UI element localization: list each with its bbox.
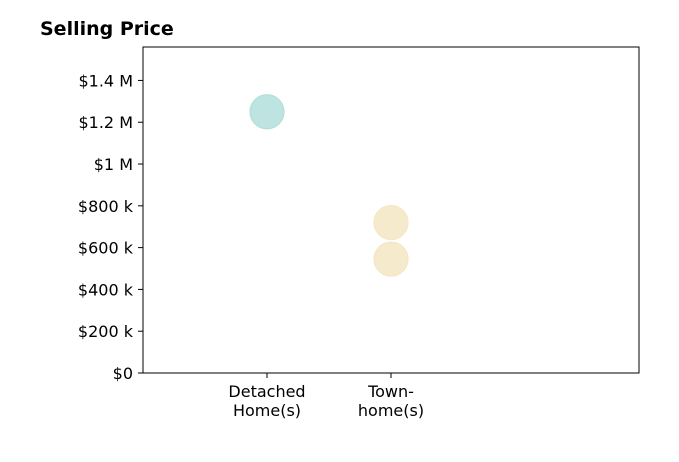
x-axis: Detached Home(s) Town-home(s) (228, 373, 424, 420)
chart-title: Selling Price (40, 18, 174, 40)
x-tick-label: Town-home(s) (358, 382, 424, 420)
plot-frame (142, 46, 640, 374)
y-tick-label: $1.2 M (78, 113, 133, 132)
y-tick-label: $600 k (78, 239, 134, 258)
y-tick-label: $400 k (78, 280, 134, 299)
x-tick-label-line: Town- (367, 382, 414, 401)
x-tick-label: Detached Home(s) (228, 382, 305, 420)
data-point (249, 94, 285, 130)
x-tick-label-line: home(s) (358, 401, 424, 420)
y-tick-label: $800 k (78, 197, 134, 216)
y-tick-label: $1.4 M (78, 71, 133, 90)
y-tick-label: $0 (113, 364, 133, 383)
x-tick-label-line: Home(s) (233, 401, 301, 420)
data-point (373, 204, 409, 241)
x-tick-label-line: Detached (228, 382, 305, 401)
data-point (373, 241, 409, 277)
y-axis: $0 $200 k $400 k $600 k $800 k $1 M $1.2 M $1.4… (78, 71, 143, 383)
y-tick-label: $1 M (94, 155, 133, 174)
y-tick-label: $200 k (78, 322, 134, 341)
data-points (249, 94, 409, 277)
